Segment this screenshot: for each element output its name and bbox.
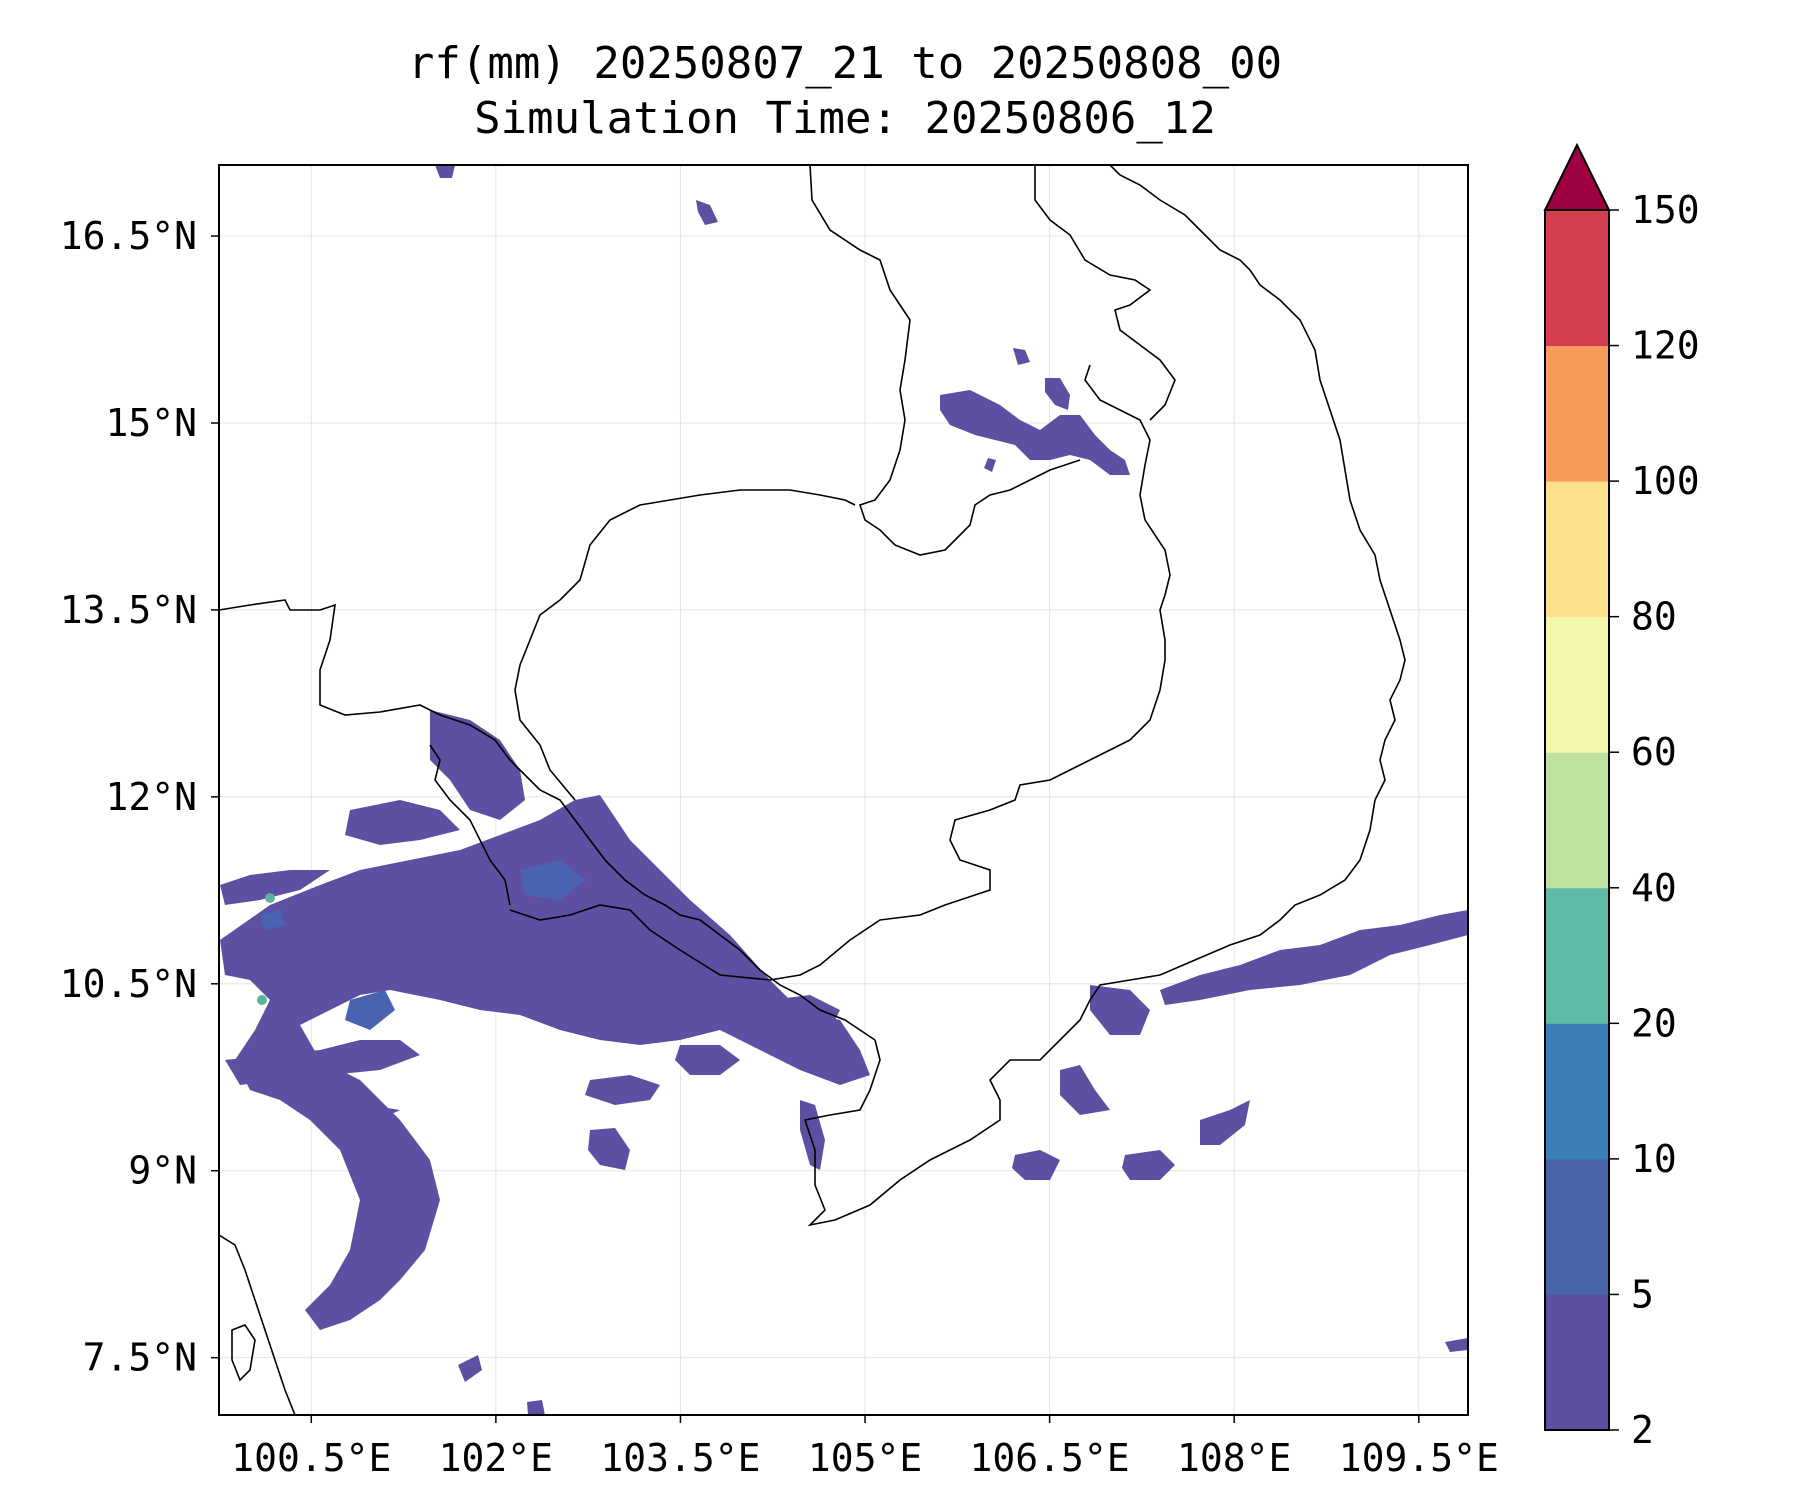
lat-tick-label-6: 7.5°N xyxy=(83,1336,197,1380)
border-laos-thailand xyxy=(809,165,1081,556)
border-cambodia-north xyxy=(514,599,576,801)
rain-area-gulf-north xyxy=(430,710,525,820)
rain-area-sea-1 xyxy=(585,1075,660,1105)
colorbar-tick-label-5: 5 xyxy=(1631,1272,1654,1316)
lat-tick-label-4: 10.5°N xyxy=(60,962,197,1006)
coastline-thailand-gulf xyxy=(219,599,876,1041)
rain-area-sea-2 xyxy=(588,1128,630,1170)
colorbar-segment-40 xyxy=(1545,752,1609,889)
rain-spot-gulf-a xyxy=(260,910,285,930)
colorbar-tick-label-80: 80 xyxy=(1631,595,1677,639)
rainfall-peaks xyxy=(257,893,275,1005)
colorbar-segment-20 xyxy=(1545,887,1609,1024)
colorbar-tick-label-120: 120 xyxy=(1631,324,1700,368)
rain-area-southwest-blob xyxy=(292,1075,340,1120)
rain-area-gulf-band1 xyxy=(345,800,460,845)
rain-area-sea-3 xyxy=(800,1100,825,1170)
colorbar-segment-80 xyxy=(1545,481,1609,618)
rain-peak-b xyxy=(257,995,267,1005)
colorbar-segment-10 xyxy=(1545,1023,1609,1160)
rain-area-east-band xyxy=(1160,910,1468,1005)
colorbar-tick-label-150: 150 xyxy=(1631,188,1700,232)
rain-area-bottom-blob-3 xyxy=(1445,1338,1468,1352)
rain-spot-gulf-b xyxy=(345,990,395,1030)
rain-area-bottom-blob-1 xyxy=(458,1355,482,1382)
lon-tick-label-6: 109.5°E xyxy=(1339,1436,1499,1480)
coastlines-borders xyxy=(219,165,1406,1415)
gridlines xyxy=(219,165,1468,1415)
lon-tick-label-3: 105°E xyxy=(808,1436,922,1480)
rain-area-mekong-a xyxy=(770,995,840,1035)
lat-tick-label-1: 15°N xyxy=(105,401,197,445)
rainfall-spots xyxy=(260,860,585,1030)
lat-tick-label-2: 13.5°N xyxy=(60,588,197,632)
colorbar-extend-arrow xyxy=(1543,142,1611,211)
lon-tick-label-5: 108°E xyxy=(1177,1436,1291,1480)
rain-area-north-blob-c xyxy=(984,458,996,472)
colorbar-segment-60 xyxy=(1545,616,1609,753)
rain-area-south-sea-3 xyxy=(1200,1100,1250,1145)
rain-peak-a xyxy=(265,893,275,903)
lat-tick-label-0: 16.5°N xyxy=(60,214,197,258)
rain-area-north-cluster xyxy=(940,390,1130,475)
rain-area-north-dot xyxy=(696,200,718,225)
colorbar-segment-100 xyxy=(1545,345,1609,482)
lon-tick-label-0: 100.5°E xyxy=(231,1436,391,1480)
border-thailand-cambodia-west xyxy=(429,744,511,906)
lon-tick-label-1: 102°E xyxy=(439,1436,553,1480)
map-frame xyxy=(218,164,1469,1416)
colorbar-segment-2 xyxy=(1545,1294,1609,1431)
colorbar-frame xyxy=(1544,209,1610,1431)
rain-area-mekong-b xyxy=(675,1045,740,1075)
rain-area-north-blob-b xyxy=(1013,348,1030,365)
lat-tick-label-3: 12°N xyxy=(105,775,197,819)
border-laos-vietnam xyxy=(1034,165,1176,421)
rain-area-gulf-band4 xyxy=(330,1105,400,1130)
colorbar-tick-label-60: 60 xyxy=(1631,730,1677,774)
colorbar: 2 5 10 20 40 60 80 100 120 150 xyxy=(1543,142,1700,1452)
colorbar-tick-label-40: 40 xyxy=(1631,866,1677,910)
border-thailand-cambodia-north xyxy=(559,489,856,601)
rain-area-south-sea-5 xyxy=(1122,1150,1175,1180)
colorbar-tick-label-2: 2 xyxy=(1631,1408,1654,1452)
border-cambodia xyxy=(509,364,1171,981)
rain-area-north-blob-a xyxy=(1045,378,1070,410)
latitude-axis: 16.5°N 15°N 13.5°N 12°N 10.5°N 9°N 7.5°N xyxy=(60,214,219,1380)
coastline-malaysia-island xyxy=(231,1324,256,1382)
rain-area-gulf-band2 xyxy=(220,870,330,905)
rain-area-south-sea-1 xyxy=(1090,985,1150,1035)
map-title-line1: rf(mm) 20250807_21 to 20250808_00 xyxy=(408,38,1282,89)
rain-area-gulf-main xyxy=(220,795,870,1330)
colorbar-tick-label-20: 20 xyxy=(1631,1001,1677,1045)
coastline-cambodia-vietnam-south xyxy=(803,165,1406,1227)
colorbar-tick-label-10: 10 xyxy=(1631,1137,1677,1181)
lon-tick-label-4: 106.5°E xyxy=(970,1436,1130,1480)
coastline-malaysia-west xyxy=(219,1234,296,1415)
rain-area-top-edge xyxy=(435,165,455,178)
rain-area-south-sea-4 xyxy=(1012,1150,1060,1180)
rain-area-bottom-blob-2 xyxy=(527,1400,545,1415)
rain-area-gulf-band3 xyxy=(225,1040,420,1085)
rain-area-south-sea-2 xyxy=(1060,1065,1110,1115)
colorbar-segment-5 xyxy=(1545,1158,1609,1295)
lon-tick-label-2: 103.5°E xyxy=(600,1436,760,1480)
colorbar-tick-label-100: 100 xyxy=(1631,459,1700,503)
map-title-line2: Simulation Time: 20250806_12 xyxy=(474,93,1216,144)
rain-spot-gulf-c xyxy=(520,860,585,900)
lat-tick-label-5: 9°N xyxy=(128,1149,197,1193)
longitude-axis: 100.5°E 102°E 103.5°E 105°E 106.5°E 108°E 109.… xyxy=(231,1415,1499,1480)
colorbar-segment-120 xyxy=(1545,210,1609,347)
rain-area-coast-east xyxy=(615,950,730,1000)
rainfall-areas xyxy=(220,165,1468,1415)
